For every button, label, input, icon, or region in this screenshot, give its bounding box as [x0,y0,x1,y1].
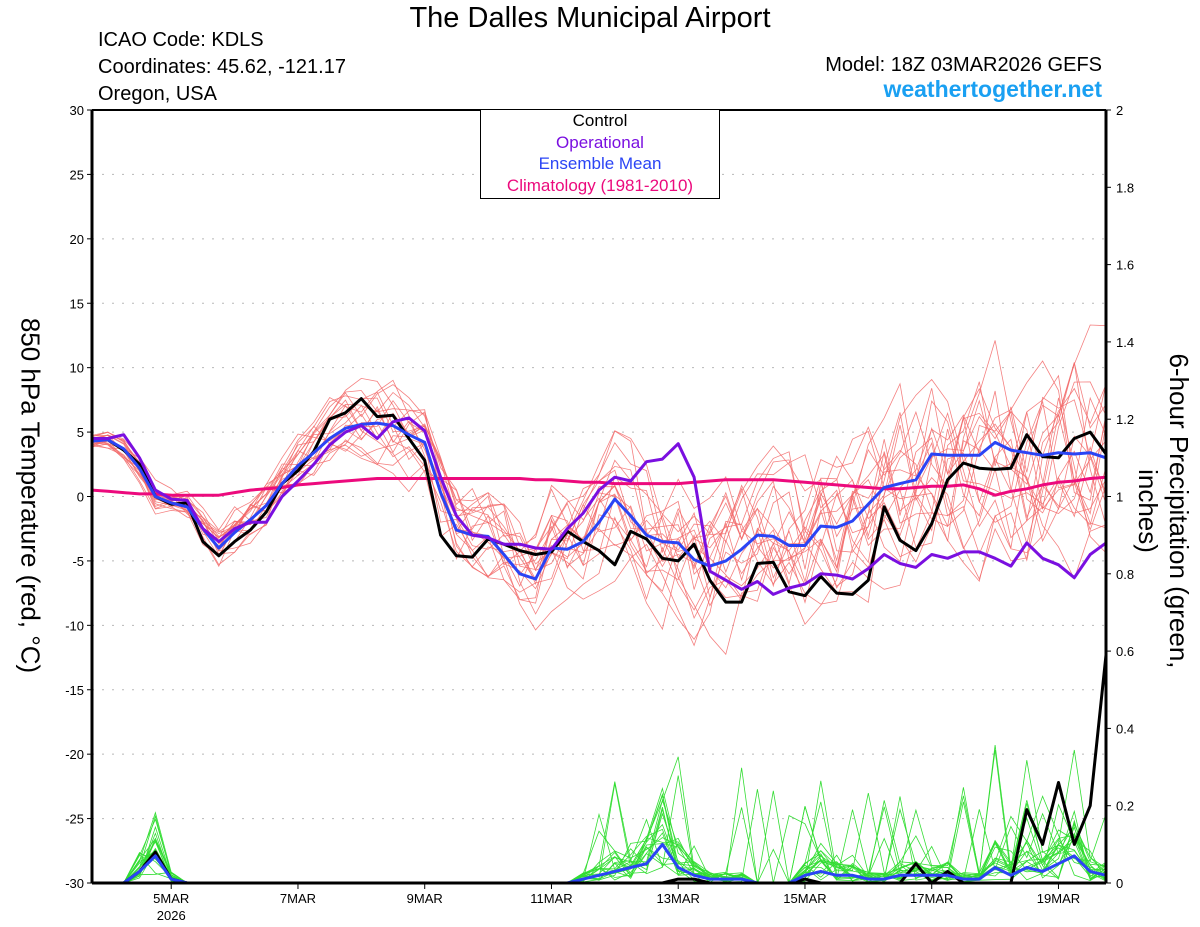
legend-ensemble-mean: Ensemble Mean [538,154,662,173]
y-right-tick-label: 0.6 [1116,644,1134,659]
y-right-tick-label: 1.2 [1116,412,1134,427]
legend-control: Control [572,111,628,130]
control-line [92,397,1108,604]
x-tick-label: 13MAR [657,891,700,906]
y-right-tick-label: 0 [1116,876,1123,891]
y-right-tick-label: 1.8 [1116,180,1134,195]
temp-member-line [91,391,1107,604]
y-tick-label: 20 [70,232,84,247]
site-link[interactable]: weathertogether.net [883,76,1102,102]
ensemble-mean-line [91,421,1107,581]
legend-climatology: Climatology (1981-2010) [506,175,694,195]
y-axis-label-left: 850 hPa Temperature (red, °C) [15,317,46,674]
legend-operational: Operational [556,132,644,152]
region: Oregon, USA [98,83,217,105]
y-tick-label: 10 [70,361,84,376]
y-tick-label: -10 [65,618,84,633]
x-tick-label: 19MAR [1037,891,1080,906]
x-tick-label: 11MAR [530,891,572,906]
x-tick-label: 5MAR [153,891,189,906]
chart-title: The Dalles Municipal Airport [409,2,771,34]
ensemble-members [91,324,1107,884]
x-tick-label: 17MAR [910,891,953,906]
x-tick-label: 15MAR [783,891,826,906]
model-run: Model: 18Z 03MAR2026 GEFS [825,54,1102,76]
precip-member-line [92,775,1107,884]
y-right-tick-label: 1.4 [1116,335,1134,350]
precip-member-line [92,749,1107,884]
y-right-tick-label: 0.4 [1116,721,1134,736]
x-tick-label: 7MAR [280,891,316,906]
y-tick-label: -25 [65,812,84,827]
y-tick-label: 15 [70,296,84,311]
grid [92,173,1106,820]
icao-code: ICAO Code: KDLS [98,29,264,51]
temp-member-line [91,340,1107,586]
axes: 302520151050-5-10-15-20-25-3021.81.61.41… [65,103,1134,923]
temp-member-line [91,362,1107,607]
temp-member-line [91,384,1107,605]
legend: Control Operational Ensemble Mean Climat… [480,109,720,199]
coordinates: Coordinates: 45.62, -121.17 [98,56,346,78]
y-tick-label: -5 [72,554,84,569]
y-tick-label: -15 [65,683,84,698]
temp-member-line [91,390,1107,647]
y-tick-label: -30 [65,876,84,891]
x-tick-label: 9MAR [407,891,443,906]
y-tick-label: 30 [70,103,84,118]
y-right-tick-label: 2 [1116,103,1123,118]
climatology-line [91,475,1107,497]
precip-member-line [92,749,1107,884]
y-right-tick-label: 1.6 [1116,258,1134,273]
y-tick-label: 5 [77,425,84,440]
series-lines [91,397,1108,885]
y-tick-label: 0 [77,490,84,505]
y-axis-label-right: 6-hour Precipitation (green, inches) [1133,353,1194,669]
x-tick-year: 2026 [157,908,186,923]
y-right-tick-label: 0.8 [1116,567,1134,582]
y-tick-label: 25 [70,167,84,182]
y-tick-label: -20 [65,747,84,762]
y-right-tick-label: 1 [1116,490,1123,505]
operational-line [92,416,1107,596]
y-right-tick-label: 0.2 [1116,799,1134,814]
temp-member-line [91,381,1107,656]
